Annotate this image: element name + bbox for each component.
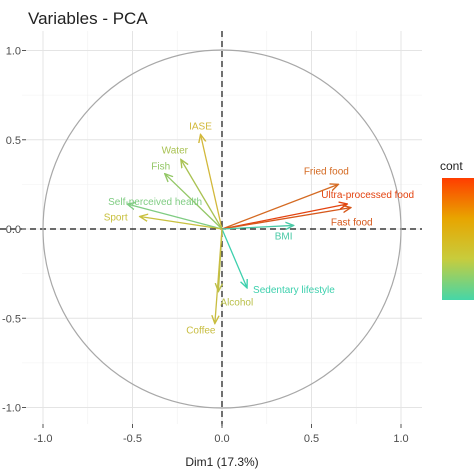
y-tick-label: 0.0 [6, 224, 21, 236]
x-tick-label: -1.0 [34, 433, 53, 445]
label-sport: Sport [104, 213, 128, 224]
arrow-bmi [221, 225, 294, 229]
legend-title: cont [440, 159, 463, 173]
label-fried-food: Fried food [304, 166, 349, 177]
x-tick-label: 1.0 [393, 433, 408, 445]
label-coffee: Coffee [186, 326, 216, 337]
color-legend: cont [440, 159, 474, 300]
legend-colorbar [442, 178, 474, 300]
label-bmi: BMI [275, 231, 293, 242]
label-water: Water [162, 145, 189, 156]
x-axis-label: Dim1 (17.3%) [185, 455, 258, 469]
arrow-water [181, 159, 223, 230]
x-tick-label: 0.5 [304, 433, 319, 445]
tick-labels: -1.0 -0.5 0.0 0.5 1.0 1.0 0.5 0.0 -0.5 -1.0 [2, 46, 409, 446]
arrow-self-perceived-health [127, 204, 223, 230]
y-tick-label: -0.5 [2, 313, 21, 325]
variable-arrows [127, 134, 351, 323]
arrow-iase [201, 134, 223, 230]
arrow-fast-food [221, 208, 351, 230]
arrow-fish [165, 174, 223, 230]
label-fish: Fish [151, 162, 170, 173]
axes [0, 31, 422, 426]
y-tick-label: 1.0 [6, 46, 21, 58]
correlation-circle [42, 49, 402, 409]
arrow-fried-food [221, 184, 338, 230]
variable-labels: IASE Water Fish Self-perceived health Sport F… [104, 121, 414, 336]
arrow-coffee [215, 228, 223, 324]
label-alcohol: Alcohol [220, 297, 253, 308]
arrow-ultra-processed-food [221, 204, 347, 230]
label-sedentary-lifestyle: Sedentary lifestyle [253, 285, 335, 296]
chart-title: Variables - PCA [28, 9, 148, 28]
arrow-sport [140, 217, 223, 230]
label-ultra-processed-food: Ultra-processed food [321, 190, 414, 201]
arrow-sedentary-lifestyle [221, 228, 247, 288]
x-tick-label: 0.0 [214, 433, 229, 445]
x-tick-label: -0.5 [123, 433, 142, 445]
label-self-perceived-health: Self-perceived health [108, 197, 202, 208]
correlation-circle-layer [42, 49, 402, 409]
label-fast-food: Fast food [331, 218, 373, 229]
y-tick-label: 0.5 [6, 135, 21, 147]
label-iase: IASE [189, 121, 212, 132]
y-tick-label: -1.0 [2, 403, 21, 415]
